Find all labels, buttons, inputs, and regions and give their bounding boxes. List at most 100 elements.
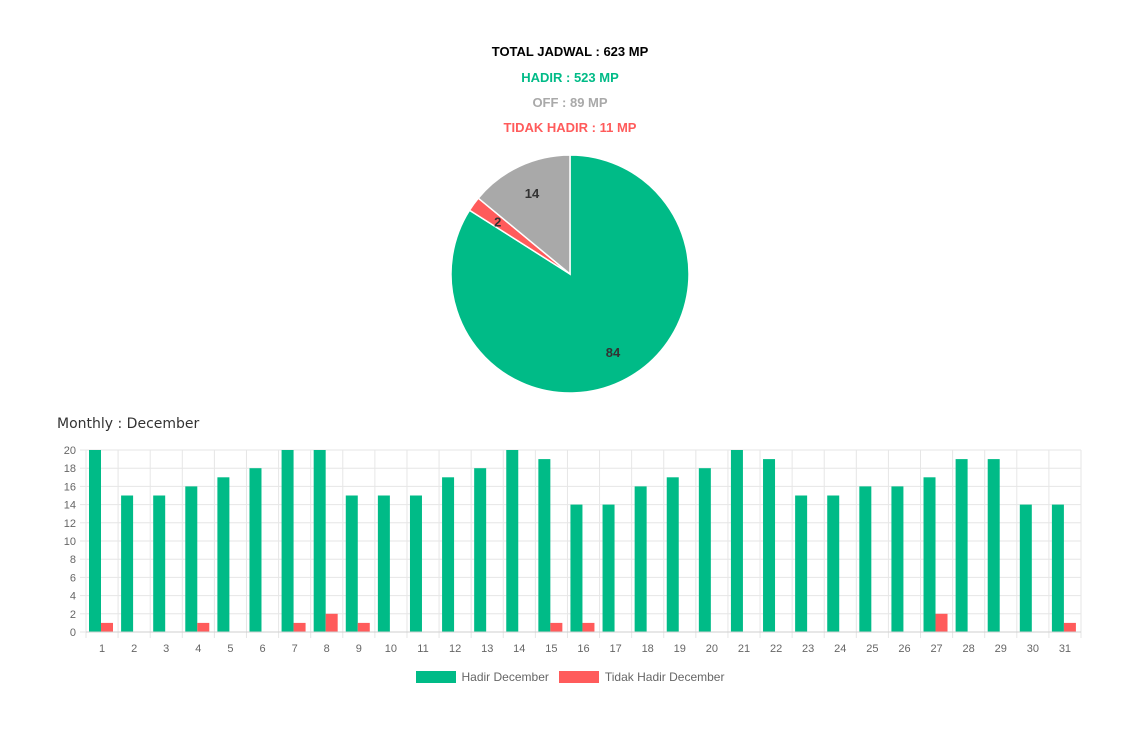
legend-label-hadir: Hadir December	[461, 670, 549, 684]
bar-hadir-14[interactable]	[506, 450, 519, 632]
x-tick-label: 22	[770, 643, 782, 655]
bar-hadir-9[interactable]	[345, 495, 358, 633]
bar-tidak-hadir-15[interactable]	[550, 622, 563, 632]
y-tick-label: 8	[70, 554, 76, 566]
x-tick-label: 17	[609, 643, 621, 655]
x-tick-label: 13	[481, 643, 493, 655]
summary-hadir: HADIR : 523 MP	[521, 70, 619, 85]
bar-hadir-13[interactable]	[474, 468, 487, 632]
bar-hadir-11[interactable]	[409, 495, 422, 633]
bar-hadir-26[interactable]	[891, 486, 904, 632]
legend: Hadir December Tidak Hadir December	[0, 670, 1140, 684]
pie-slice-2[interactable]	[477, 154, 571, 276]
y-tick-label: 0	[70, 627, 76, 639]
bar-tidak-hadir-4[interactable]	[197, 622, 210, 632]
bar-hadir-19[interactable]	[666, 477, 679, 632]
x-tick-label: 11	[417, 643, 428, 655]
pie-chart: 84 2 14	[450, 154, 690, 394]
monthly-chart-title: Monthly : December	[57, 416, 200, 432]
x-tick-label: 20	[706, 643, 718, 655]
y-tick-label: 16	[64, 481, 76, 493]
x-tick-label: 5	[227, 643, 233, 655]
bar-tidak-hadir-1[interactable]	[101, 622, 113, 632]
bar-hadir-17[interactable]	[602, 504, 615, 632]
x-tick-label: 23	[802, 643, 814, 655]
summary-total: TOTAL JADWAL : 623 MP	[491, 44, 649, 59]
bar-hadir-29[interactable]	[987, 459, 1000, 632]
bar-tidak-hadir-8[interactable]	[325, 613, 338, 632]
bar-hadir-2[interactable]	[121, 495, 134, 633]
bar-hadir-27[interactable]	[923, 477, 936, 632]
bar-hadir-15[interactable]	[538, 459, 551, 632]
bar-hadir-18[interactable]	[634, 486, 647, 632]
y-tick-label: 4	[70, 591, 76, 603]
bar-hadir-25[interactable]	[859, 486, 872, 632]
bar-hadir-10[interactable]	[377, 495, 390, 633]
x-tick-label: 8	[324, 643, 330, 655]
bar-hadir-6[interactable]	[249, 468, 262, 632]
legend-swatch-tidak-hadir	[558, 671, 599, 683]
x-tick-label: 19	[674, 643, 686, 655]
bar-hadir-1[interactable]	[89, 450, 101, 632]
x-tick-label: 9	[356, 643, 362, 655]
bar-hadir-12[interactable]	[442, 477, 455, 632]
bar-tidak-hadir-27[interactable]	[935, 613, 948, 632]
y-tick-label: 14	[64, 500, 76, 512]
x-tick-label: 12	[449, 643, 461, 655]
pie-slice-label-2: 14	[525, 186, 540, 201]
bar-tidak-hadir-7[interactable]	[293, 622, 306, 632]
y-tick-label: 10	[64, 536, 76, 548]
legend-item-hadir[interactable]: Hadir December	[415, 670, 549, 684]
x-tick-label: 21	[738, 643, 750, 655]
x-tick-label: 24	[834, 643, 846, 655]
x-tick-label: 29	[995, 643, 1007, 655]
bar-hadir-3[interactable]	[153, 495, 166, 633]
bar-hadir-24[interactable]	[827, 495, 840, 633]
x-tick-label: 28	[963, 643, 975, 655]
x-tick-label: 18	[642, 643, 654, 655]
summary-off: OFF : 89 MP	[532, 95, 608, 110]
y-tick-label: 6	[70, 572, 76, 584]
bar-tidak-hadir-31[interactable]	[1063, 622, 1076, 632]
legend-label-tidak-hadir: Tidak Hadir December	[604, 670, 725, 684]
pie-slice-label-0: 84	[606, 345, 621, 360]
x-tick-label: 3	[163, 643, 169, 655]
x-tick-label: 10	[385, 643, 397, 655]
bar-hadir-28[interactable]	[955, 459, 968, 632]
bar-hadir-5[interactable]	[217, 477, 230, 632]
bar-hadir-31[interactable]	[1051, 504, 1064, 632]
x-tick-label: 16	[577, 643, 589, 655]
bar-hadir-22[interactable]	[763, 459, 776, 632]
bar-tidak-hadir-16[interactable]	[582, 622, 595, 632]
bar-hadir-20[interactable]	[698, 468, 711, 632]
x-tick-label: 27	[930, 643, 942, 655]
y-tick-label: 18	[64, 463, 76, 475]
y-tick-label: 2	[70, 609, 76, 621]
x-tick-label: 2	[131, 643, 137, 655]
x-tick-label: 31	[1059, 643, 1071, 655]
legend-item-tidak-hadir[interactable]: Tidak Hadir December	[558, 670, 725, 684]
x-tick-label: 6	[259, 643, 265, 655]
x-tick-label: 26	[898, 643, 910, 655]
bar-hadir-16[interactable]	[570, 504, 583, 632]
legend-swatch-hadir	[415, 671, 456, 683]
pie-slice-label-1: 2	[494, 215, 501, 230]
x-tick-label: 30	[1027, 643, 1039, 655]
x-tick-label: 7	[292, 643, 298, 655]
x-tick-label: 15	[545, 643, 557, 655]
x-tick-label: 25	[866, 643, 878, 655]
bar-hadir-4[interactable]	[185, 486, 198, 632]
x-tick-label: 4	[195, 643, 201, 655]
y-tick-label: 12	[64, 518, 76, 530]
bar-tidak-hadir-9[interactable]	[357, 622, 370, 632]
bar-hadir-21[interactable]	[730, 450, 743, 632]
bar-hadir-8[interactable]	[313, 450, 326, 632]
x-tick-label: 1	[99, 643, 105, 655]
bar-hadir-7[interactable]	[281, 450, 294, 632]
x-tick-label: 14	[513, 643, 525, 655]
y-tick-label: 20	[64, 445, 76, 457]
bar-hadir-23[interactable]	[795, 495, 808, 633]
bar-hadir-30[interactable]	[1019, 504, 1032, 632]
summary-tidak-hadir: TIDAK HADIR : 11 MP	[503, 120, 637, 135]
